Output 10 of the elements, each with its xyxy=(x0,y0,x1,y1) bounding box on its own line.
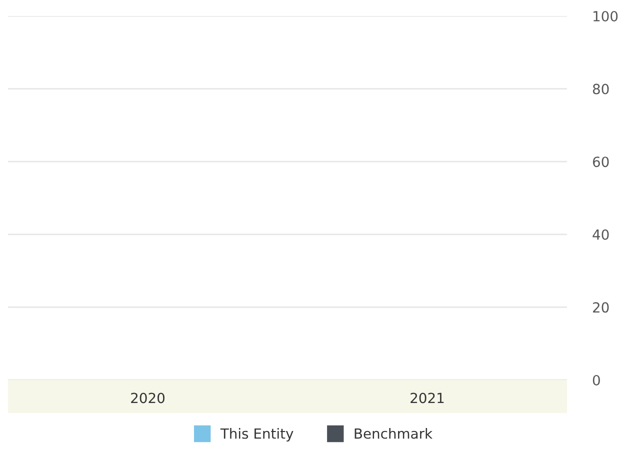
x-tick-label: 2021 xyxy=(410,392,444,404)
y-tick-label: 100 xyxy=(594,10,618,22)
legend-label: This Entity xyxy=(220,428,294,442)
y-tick-label: 40 xyxy=(592,229,609,240)
y-tick-label: 80 xyxy=(592,84,609,94)
y-tick-label: 0 xyxy=(592,374,600,386)
y-tick-label: 20 xyxy=(593,302,609,313)
y-tick-label: 60 xyxy=(592,156,609,168)
x-tick-label: 2020 xyxy=(131,392,164,404)
legend-label: Benchmark xyxy=(354,428,433,439)
